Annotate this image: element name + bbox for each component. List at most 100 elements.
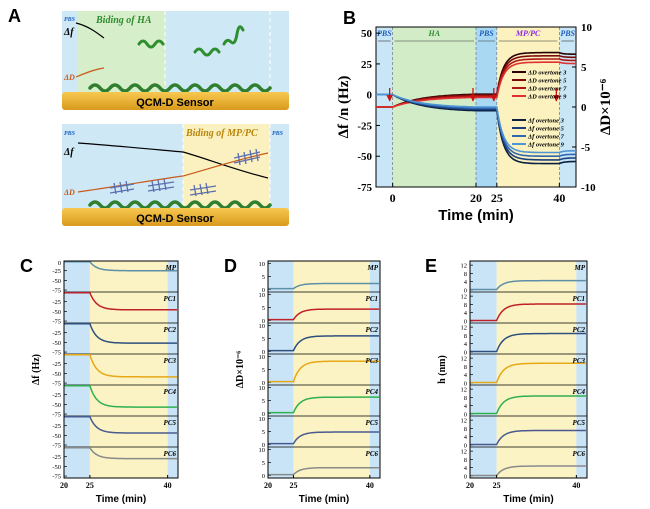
row-label: PC1 (164, 295, 176, 303)
y-tick-label-right: 10 (581, 22, 593, 34)
y-axis-title: Δf (Hz) (31, 354, 42, 385)
y-tick-label: 4 (464, 341, 468, 348)
y-tick-label: -25 (52, 392, 61, 399)
y-tick-label: 12 (461, 325, 468, 332)
schematic-top-dd: ΔD (63, 73, 75, 82)
mp-band (496, 261, 577, 478)
schematic-top-df-curve (75, 22, 105, 39)
row-label: PC3 (164, 357, 177, 365)
schematic-bottom-dd: ΔD (63, 188, 75, 197)
y-tick-label: 5 (262, 336, 265, 343)
y-axis-title-left: Δf /n (Hz) (336, 76, 352, 139)
row-label: PC1 (573, 295, 585, 303)
qcm-sensor-top (62, 92, 289, 110)
y-tick-label: 10 (259, 292, 266, 299)
y-tick-label: 0 (262, 473, 265, 480)
y-tick-label: -50 (52, 433, 61, 440)
row-series-line (64, 323, 177, 344)
legend-entry: ΔD overtone 9 (527, 94, 567, 101)
row-series-line (470, 332, 586, 353)
plot-frame (469, 260, 588, 479)
row-label: PC1 (366, 295, 378, 303)
pbs-band (369, 261, 380, 478)
mp-pc-particle-icon (109, 180, 135, 195)
qcm-sensor-bottom (62, 208, 289, 226)
row-series-line (470, 465, 586, 477)
y-tick-label: 0 (464, 473, 467, 480)
y-tick-label: -50 (52, 371, 61, 378)
schematic-bottom-df-curve (77, 142, 269, 179)
row-label: PC4 (164, 388, 177, 396)
x-tick-label: 40 (553, 191, 565, 205)
phase-label: HA (428, 29, 441, 38)
legend-entry: Δf overtone 7 (527, 134, 565, 141)
x-tick-label: 20 (466, 481, 474, 490)
row-series-line (64, 354, 177, 378)
y-tick-label: -25 (52, 361, 61, 368)
pbs-band (576, 261, 587, 478)
y-tick-label: 8 (464, 333, 467, 340)
y-tick-label: 4 (464, 403, 468, 410)
row-series-line (268, 431, 379, 445)
y-tick-label: 8 (464, 426, 467, 433)
y-tick-label: 8 (464, 364, 467, 371)
x-tick-label: 25 (491, 191, 503, 205)
y-tick-label: -25 (52, 299, 61, 306)
y-tick-label-left: 25 (361, 59, 373, 71)
y-tick-label: -25 (52, 330, 61, 337)
schematic-bottom-df: Δf (63, 147, 75, 158)
phase-label: PBS (560, 29, 575, 38)
row-label: MP (574, 264, 586, 272)
y-tick-label: 0 (262, 380, 265, 387)
row-series-line (470, 395, 586, 415)
row-series-line (268, 335, 379, 352)
y-tick-label: 12 (461, 387, 468, 394)
y-tick-label: -75 (52, 412, 61, 419)
y-tick-label: 4 (464, 465, 468, 472)
row-series-line (470, 429, 586, 446)
y-tick-label: 12 (461, 418, 468, 425)
mp-pc-particle-icon (147, 178, 175, 193)
ha-chain-icon (193, 47, 221, 57)
pbs-band (167, 261, 178, 478)
y-axis-title: ΔD×10⁻⁶ (235, 351, 246, 388)
legend-entry: ΔD overtone 3 (527, 70, 567, 77)
legend-entry: Δf overtone 3 (527, 118, 565, 125)
row-series-line (64, 416, 177, 434)
y-tick-label: 8 (464, 302, 467, 309)
y-tick-label: 10 (259, 354, 266, 361)
row-series-line (470, 303, 586, 322)
row-label: PC2 (573, 326, 586, 334)
schematic-top-title: Biding of HA (95, 15, 152, 26)
y-tick-label: 12 (461, 356, 468, 363)
y-tick-label: 0 (464, 287, 467, 294)
schematic-top: PBS Biding of HA Δf ΔD QCM-D Sensor (62, 11, 289, 110)
x-tick-label: 25 (493, 481, 501, 490)
y-tick-label: 8 (464, 395, 467, 402)
pbs-band (268, 261, 294, 478)
y-tick-label: 12 (461, 294, 468, 301)
row-series-line (268, 308, 379, 321)
legend-entry: ΔD overtone 7 (527, 86, 567, 93)
y-tick-label: 12 (461, 263, 468, 270)
y-tick-label: 10 (259, 447, 266, 454)
row-series-line (470, 362, 586, 384)
row-label: PC5 (366, 419, 379, 427)
chart-d: 0 5 10 MP 0 5 10 PC1 0 5 10 PC2 0 5 10 PC3 0 5 10 PC4 0 5 10 PC… (235, 260, 381, 505)
panel-label-b: B (343, 8, 356, 28)
schematic-bottom-title: Biding of MP/PC (185, 128, 258, 139)
row-label: PC3 (573, 357, 586, 365)
y-tick-label: -75 (52, 350, 61, 357)
legend-entry: Δf overtone 5 (527, 126, 565, 133)
y-tick-label: 4 (464, 434, 468, 441)
x-axis-title: Time (min) (438, 207, 514, 224)
y-tick-label: 10 (259, 416, 266, 423)
y-tick-label: -25 (52, 454, 61, 461)
x-tick-label: 25 (289, 481, 297, 490)
y-tick-label: 10 (259, 323, 266, 330)
mp-pc-particle-icon (233, 148, 261, 166)
y-tick-label: -50 (52, 340, 61, 347)
y-tick-label: 10 (259, 385, 266, 392)
y-tick-label: 0 (464, 411, 467, 418)
row-series-line (64, 447, 177, 460)
